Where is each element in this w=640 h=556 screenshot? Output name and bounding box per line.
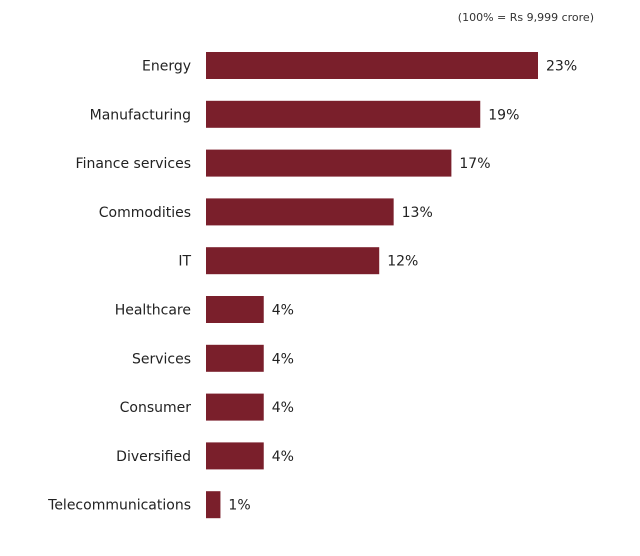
value-label: 4% (272, 351, 294, 367)
category-label: Healthcare (115, 303, 191, 319)
bar (206, 344, 264, 372)
value-label: 4% (272, 303, 294, 319)
bars-group: Energy 23% Manufacturing 19% Finance service… (47, 52, 577, 519)
category-label: Energy (142, 59, 191, 75)
value-label: 1% (228, 498, 250, 514)
category-label: Commodities (99, 205, 191, 221)
bar (206, 247, 380, 275)
category-label: Services (132, 351, 191, 367)
bar (206, 442, 264, 470)
bar (206, 149, 452, 177)
category-label: Consumer (120, 400, 192, 416)
bar (206, 296, 264, 323)
category-label: Diversified (116, 449, 191, 465)
category-label: Manufacturing (90, 107, 191, 123)
bar (206, 100, 481, 128)
value-label: 13% (402, 205, 433, 221)
value-label: 17% (459, 156, 490, 172)
category-label: Finance services (76, 156, 191, 172)
category-label: IT (178, 254, 191, 270)
value-label: 4% (272, 400, 294, 416)
bar (206, 393, 264, 421)
category-label: Telecommunications (47, 498, 191, 514)
value-label: 23% (546, 59, 577, 75)
value-label: 12% (387, 254, 418, 270)
bar (206, 198, 394, 226)
value-label: 4% (272, 449, 294, 465)
chart-note: (100% = Rs 9,999 crore) (457, 11, 594, 24)
bar (206, 52, 538, 79)
bar (206, 491, 221, 519)
value-label: 19% (488, 107, 519, 123)
